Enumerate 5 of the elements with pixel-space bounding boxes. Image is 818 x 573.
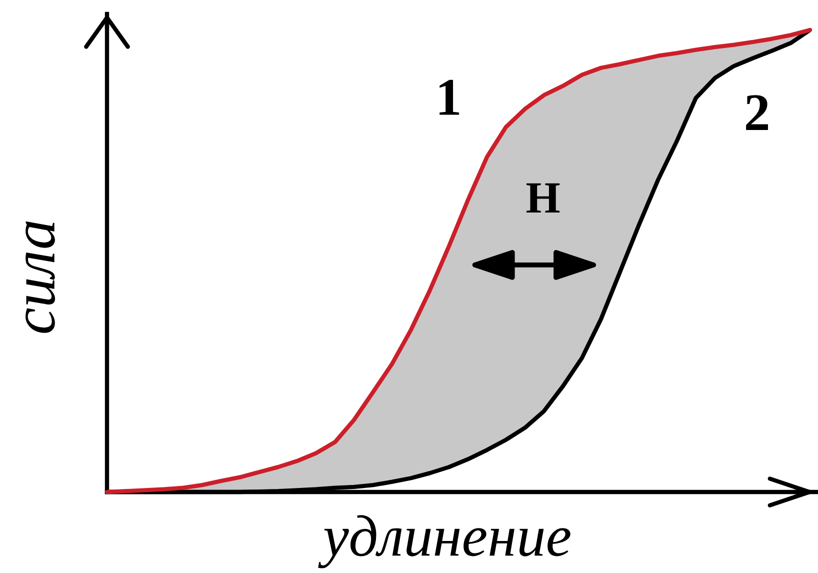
x-axis-title: удлинение — [318, 515, 570, 568]
annotation: H — [526, 183, 560, 213]
series-label: 1 — [440, 80, 460, 115]
y-axis-title: сила — [26, 221, 56, 333]
series-label: 2 — [746, 95, 768, 130]
